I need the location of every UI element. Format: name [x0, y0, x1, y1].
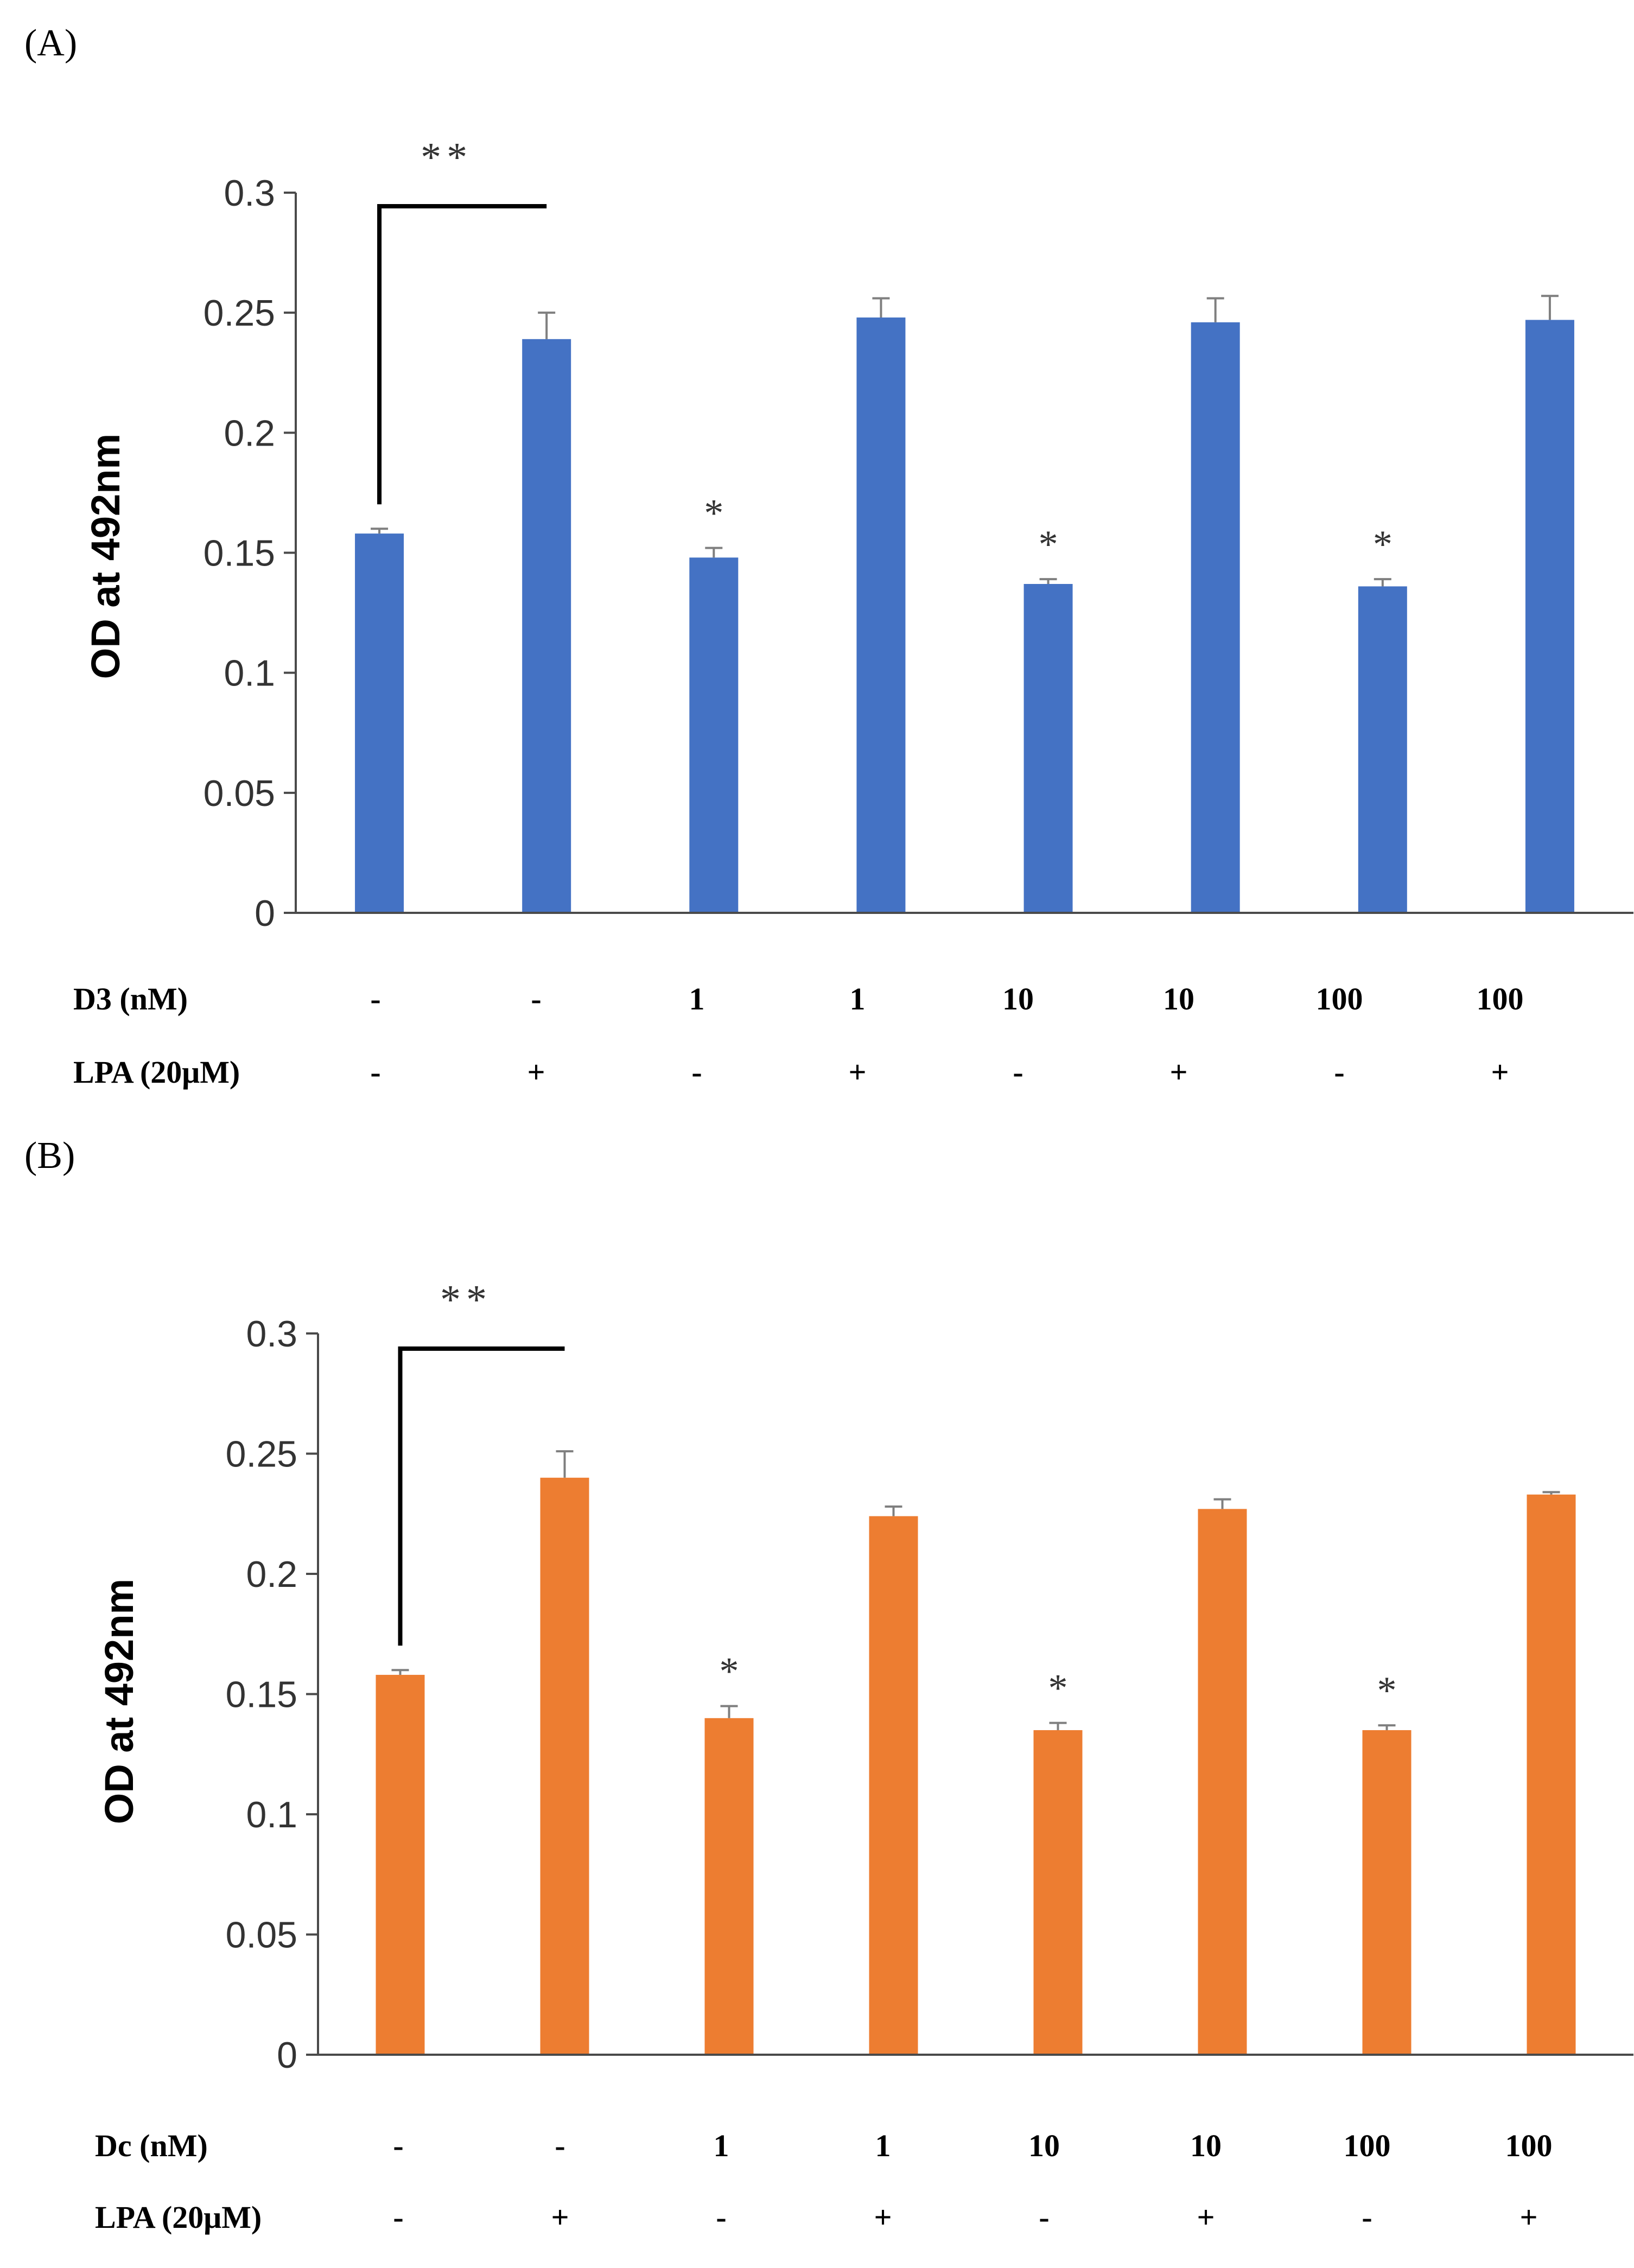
panel-a-row-2-value: -: [691, 1054, 702, 1090]
bar: [1191, 322, 1240, 913]
bar: [689, 557, 739, 913]
panel-a-row-1: D3 (nM) - - 1 1 10 10 100 100: [73, 981, 1524, 1017]
significance-bracket-label: **: [421, 135, 473, 180]
y-tick-label: 0.2: [224, 412, 275, 454]
panel-a-row-1-value: -: [531, 981, 541, 1017]
bar: [1525, 320, 1574, 913]
panel-a-row-1-label: D3 (nM): [73, 981, 188, 1017]
panel-b-row-1-value: 100: [1505, 2128, 1553, 2163]
panel-a-row-1-value: 100: [1477, 981, 1524, 1017]
panel-a-row-1-value: 1: [850, 981, 866, 1017]
panel-b-row-1-value: 1: [714, 2128, 729, 2163]
panel-b-row-2-value: -: [716, 2200, 726, 2235]
significance-star: *: [704, 492, 723, 535]
y-tick-label: 0.1: [246, 1794, 297, 1835]
panel-a-row-2-value: -: [1013, 1054, 1023, 1090]
panel-a-row-2-value: -: [370, 1054, 380, 1090]
bar: [540, 1477, 589, 2055]
significance-star: *: [1039, 523, 1058, 566]
bar: [1358, 586, 1407, 913]
y-tick-label: 0.2: [246, 1554, 297, 1595]
panel-a-row-2-value: +: [1169, 1054, 1187, 1090]
panel-a-row-1-value: 100: [1316, 981, 1363, 1017]
y-tick-label: 0.15: [204, 533, 275, 574]
panel-b-y-axis-label: OD at 492nm: [97, 1579, 142, 1824]
bar: [376, 1675, 425, 2055]
bar: [1033, 1730, 1083, 2055]
y-tick-label: 0.05: [204, 773, 275, 814]
y-tick-label: 0.25: [226, 1434, 297, 1475]
panel-b-plot: 00.050.10.150.20.250.3* * ***: [226, 1277, 1633, 2076]
panel-a-row-2-value: +: [848, 1054, 866, 1090]
panel-b-row-2-value: -: [1362, 2200, 1372, 2235]
panel-b-row-2-value: +: [874, 2200, 892, 2235]
panel-a-y-axis-label: OD at 492nm: [83, 434, 128, 679]
panel-a-row-2-value: +: [1491, 1054, 1509, 1090]
panel-b-row-1-value: 10: [1190, 2128, 1222, 2163]
panel-b-row-1-value: 1: [875, 2128, 891, 2163]
significance-star: *: [1377, 1669, 1397, 1712]
panel-b-row-1-label: Dc (nM): [95, 2128, 208, 2163]
significance-bracket: [398, 1346, 565, 1646]
panel-b-row-1-value: -: [393, 2128, 403, 2163]
significance-star: *: [1048, 1667, 1068, 1710]
panel-b-row-1-value: 10: [1028, 2128, 1060, 2163]
panel-a-row-1-value: -: [370, 981, 380, 1017]
y-tick-label: 0.15: [226, 1674, 297, 1716]
significance-bracket-label: **: [440, 1277, 492, 1323]
panel-b-row-2-label: LPA (20μM): [95, 2200, 262, 2235]
panel-b-row-2-value: +: [1197, 2200, 1215, 2235]
panel-b-row-1-value: -: [555, 2128, 565, 2163]
panel-a-plot: 00.050.10.150.20.250.3** ***: [204, 135, 1633, 934]
y-tick-label: 0.1: [224, 653, 275, 694]
bar: [856, 317, 906, 913]
significance-bracket: [377, 204, 547, 505]
panel-a-row-2-value: +: [527, 1054, 545, 1090]
bar: [1527, 1494, 1576, 2055]
bar: [1023, 584, 1073, 913]
panel-b-row-2-value: -: [1039, 2200, 1049, 2235]
panel-b-row-2-value: -: [393, 2200, 403, 2235]
panel-b-row-1-value: 100: [1344, 2128, 1391, 2163]
panel-a-row-2-value: -: [1334, 1054, 1344, 1090]
bar: [522, 339, 571, 913]
panel-a-row-1-value: 10: [1002, 981, 1034, 1017]
bar: [869, 1516, 918, 2055]
y-tick-label: 0.05: [226, 1915, 297, 1956]
panel-b-row-2-value: +: [1519, 2200, 1537, 2235]
panel-a: (A) OD at 492nm 00.050.10.150.20.250.3**…: [24, 22, 1633, 1090]
significance-star: *: [720, 1650, 739, 1693]
y-tick-label: 0.3: [224, 173, 275, 214]
panel-b-row-2-value: +: [551, 2200, 569, 2235]
y-tick-label: 0.3: [246, 1313, 297, 1355]
panel-a-row-2: LPA (20μM) - + - + - + - +: [73, 1054, 1509, 1090]
panel-a-label: (A): [24, 22, 77, 64]
bar: [1198, 1509, 1247, 2055]
panel-a-row-2-label: LPA (20μM): [73, 1054, 240, 1090]
bar: [1362, 1730, 1412, 2055]
panel-a-row-1-value: 1: [689, 981, 705, 1017]
panel-b-label: (B): [24, 1135, 75, 1177]
y-tick-label: 0.25: [204, 293, 275, 334]
panel-b: (B) OD at 492nm 00.050.10.150.20.250.3* *…: [24, 1135, 1633, 2235]
panel-a-row-1-value: 10: [1163, 981, 1194, 1017]
y-tick-label: 0: [277, 2035, 297, 2076]
panel-b-row-2: LPA (20μM) - + - + - + - +: [95, 2200, 1538, 2235]
bar: [355, 533, 404, 913]
significance-star: *: [1373, 523, 1393, 566]
panel-b-row-1: Dc (nM) - - 1 1 10 10 100 100: [95, 2128, 1553, 2163]
bar: [704, 1718, 754, 2055]
y-tick-label: 0: [255, 893, 275, 934]
